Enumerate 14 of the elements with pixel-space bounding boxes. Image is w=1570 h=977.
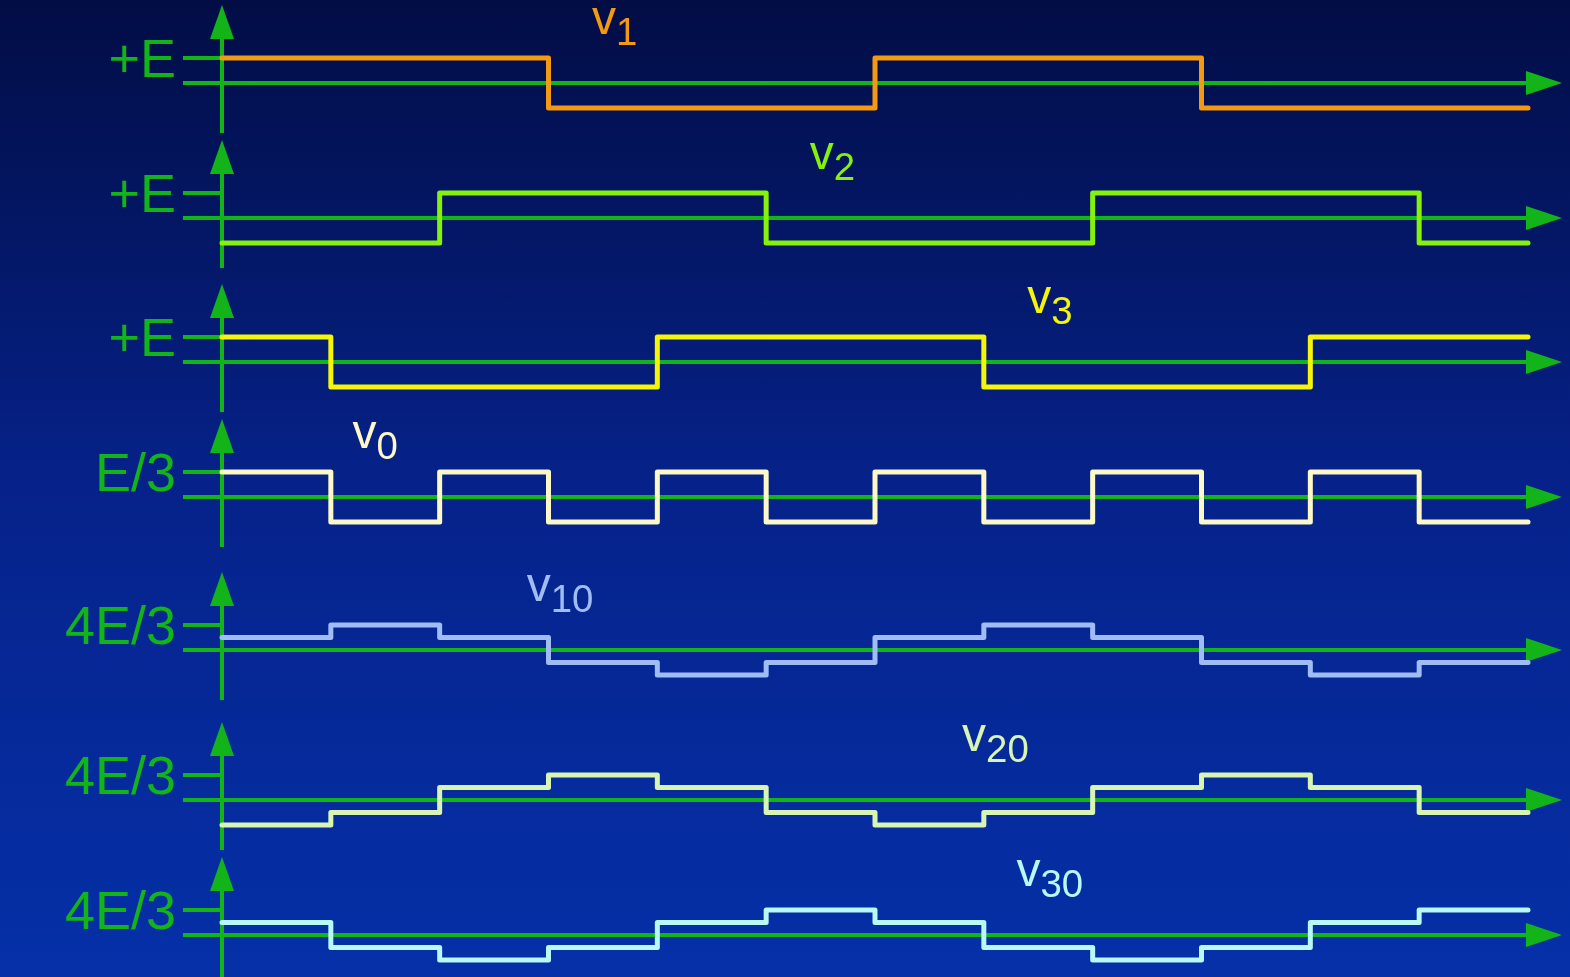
text: 4E/3 <box>64 745 176 806</box>
series-label: v$_{3}$ <box>1027 270 1073 333</box>
text: 4E/3 <box>64 595 176 656</box>
series-label: v$_{1}$ <box>592 0 638 54</box>
series-label: v$_{20}$ <box>962 708 1029 771</box>
text: E/3 <box>94 442 176 503</box>
series-label: v$_{2}$ <box>809 126 856 189</box>
series-label: v$_{10}$ <box>526 558 594 621</box>
text: 4E/3 <box>64 880 176 941</box>
series-label: v$_{0}$ <box>352 405 398 468</box>
text: +E <box>108 307 176 368</box>
series-label: v$_{30}$ <box>1016 843 1084 906</box>
text: +E <box>108 28 176 89</box>
text: +E <box>108 163 176 224</box>
